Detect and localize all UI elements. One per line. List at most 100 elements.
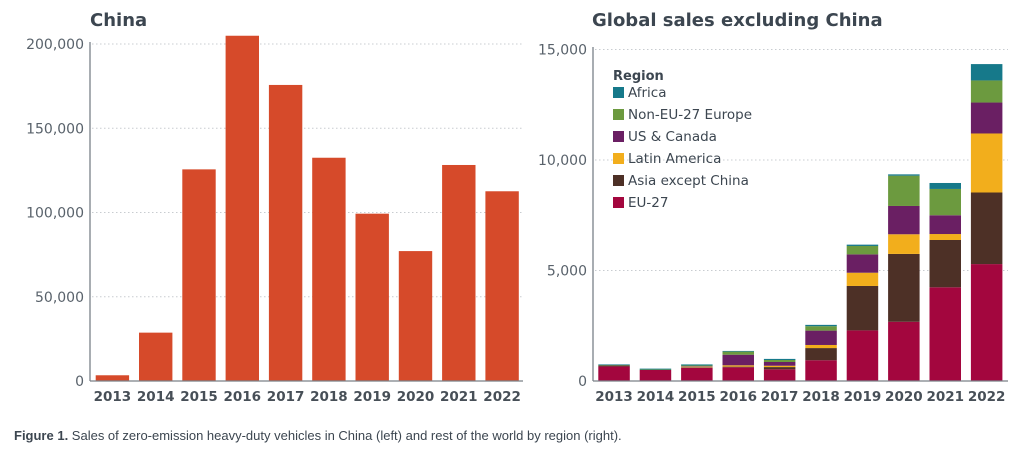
segment-eu-27-2016 bbox=[722, 367, 754, 381]
bar-2017 bbox=[268, 84, 303, 382]
segment-africa-2015 bbox=[681, 364, 713, 366]
china-x-axis-labels: 2013 2014 2015 2016 2017 2018 2019 2020 2021 2022 bbox=[94, 389, 521, 405]
global-chart: Global sales excluding China 0 5,000 10,00… bbox=[538, 10, 1008, 405]
caption-text: Sales of zero-emission heavy-duty vehicl… bbox=[68, 428, 622, 443]
segment-eu-27-2017 bbox=[763, 369, 796, 381]
stack-2014 bbox=[639, 368, 672, 381]
bar-2014 bbox=[139, 332, 173, 381]
segment-africa-2022 bbox=[970, 64, 1003, 81]
segment-latin-america-2015 bbox=[681, 366, 713, 368]
legend-label: EU-27 bbox=[628, 195, 668, 211]
bar-2020 bbox=[398, 251, 433, 381]
segment-latin-america-2020 bbox=[888, 234, 920, 254]
segment-eu-27-2014 bbox=[639, 369, 672, 381]
segment-eu-27-2018 bbox=[805, 360, 837, 381]
segment-latin-america-2021 bbox=[929, 234, 961, 241]
segment-us-canada-2018 bbox=[805, 330, 837, 345]
segment-asia-except-china-2016 bbox=[722, 366, 754, 368]
segment-us-canada-2019 bbox=[846, 254, 879, 273]
segment-us-canada-2020 bbox=[888, 205, 920, 235]
segment-africa-2021 bbox=[929, 182, 961, 189]
legend-item: US & Canada bbox=[613, 129, 717, 145]
y-tick-label: 10,000 bbox=[538, 153, 587, 169]
bar-2021 bbox=[442, 164, 476, 381]
legend-label: US & Canada bbox=[628, 129, 717, 145]
stack-2017 bbox=[763, 358, 796, 381]
segment-africa-2014 bbox=[639, 368, 672, 370]
x-tick-label: 2015 bbox=[180, 389, 218, 405]
global-stacked-bars bbox=[598, 64, 1003, 381]
stack-2018 bbox=[805, 324, 837, 381]
segment-us-canada-2016 bbox=[722, 354, 754, 366]
legend-label: Africa bbox=[628, 85, 667, 101]
y-tick-label: 200,000 bbox=[26, 37, 84, 53]
segment-us-canada-2022 bbox=[970, 102, 1003, 134]
x-tick-label: 2019 bbox=[844, 389, 882, 405]
china-y-axis-labels: 0 50,000 100,000 150,000 200,000 bbox=[26, 37, 84, 390]
segment-asia-except-china-2020 bbox=[888, 253, 920, 322]
y-tick-label: 0 bbox=[578, 374, 587, 390]
stack-2022 bbox=[970, 64, 1003, 381]
segment-non-eu-27-europe-2020 bbox=[888, 175, 920, 206]
segment-non-eu-27-europe-2021 bbox=[929, 188, 961, 216]
segment-non-eu-27-europe-2015 bbox=[681, 365, 713, 367]
bar-2019 bbox=[355, 213, 389, 381]
stack-2021 bbox=[929, 182, 961, 381]
segment-africa-2017 bbox=[763, 358, 796, 361]
bar-2018 bbox=[312, 157, 346, 381]
legend-swatch bbox=[613, 153, 624, 164]
x-tick-label: 2016 bbox=[719, 389, 757, 405]
bar-2015 bbox=[182, 169, 216, 381]
bar-2022 bbox=[485, 191, 519, 381]
segment-africa-2013 bbox=[598, 364, 630, 366]
legend-swatch bbox=[613, 175, 624, 186]
stack-2019 bbox=[846, 244, 879, 381]
segment-us-canada-2021 bbox=[929, 215, 961, 235]
bar-2013 bbox=[95, 375, 130, 381]
segment-latin-america-2019 bbox=[846, 272, 879, 286]
segment-non-eu-27-europe-2016 bbox=[722, 351, 754, 355]
x-tick-label: 2015 bbox=[678, 389, 716, 405]
segment-us-canada-2017 bbox=[763, 361, 796, 366]
stack-2020 bbox=[888, 174, 920, 381]
segment-africa-2016 bbox=[722, 350, 754, 352]
legend-title: Region bbox=[613, 69, 664, 84]
stack-2013 bbox=[598, 364, 630, 381]
y-tick-label: 0 bbox=[75, 374, 84, 390]
segment-non-eu-27-europe-2018 bbox=[805, 326, 837, 331]
x-tick-label: 2022 bbox=[483, 389, 521, 405]
segment-asia-except-china-2021 bbox=[929, 240, 961, 288]
legend-item: Non-EU-27 Europe bbox=[613, 107, 752, 123]
segment-latin-america-2016 bbox=[722, 365, 754, 367]
legend-label: Latin America bbox=[628, 151, 721, 167]
legend: Region Africa Non-EU-27 Europe US & Canada… bbox=[613, 69, 752, 211]
stack-2015 bbox=[681, 364, 713, 381]
x-tick-label: 2013 bbox=[94, 389, 132, 405]
y-tick-label: 50,000 bbox=[35, 290, 84, 306]
segment-non-eu-27-europe-2019 bbox=[846, 245, 879, 255]
segment-asia-except-china-2018 bbox=[805, 348, 837, 361]
legend-swatch bbox=[613, 131, 624, 142]
x-tick-label: 2017 bbox=[761, 389, 799, 405]
segment-eu-27-2019 bbox=[846, 330, 879, 381]
legend-swatch bbox=[613, 197, 624, 208]
legend-item: EU-27 bbox=[613, 195, 668, 211]
segment-africa-2019 bbox=[846, 244, 879, 246]
y-tick-label: 15,000 bbox=[538, 43, 587, 59]
global-chart-title: Global sales excluding China bbox=[592, 10, 883, 31]
x-tick-label: 2022 bbox=[968, 389, 1006, 405]
segment-asia-except-china-2022 bbox=[970, 192, 1003, 265]
segment-latin-america-2022 bbox=[970, 133, 1003, 193]
legend-label: Non-EU-27 Europe bbox=[628, 107, 752, 123]
segment-asia-except-china-2019 bbox=[846, 285, 879, 331]
segment-eu-27-2021 bbox=[929, 287, 961, 381]
segment-africa-2020 bbox=[888, 174, 920, 176]
x-tick-label: 2020 bbox=[885, 389, 923, 405]
global-x-axis-labels: 2013 2014 2015 2016 2017 2018 2019 2020 2021 2022 bbox=[595, 389, 1005, 405]
segment-eu-27-2015 bbox=[681, 367, 713, 381]
segment-asia-except-china-2013 bbox=[598, 365, 630, 367]
x-tick-label: 2017 bbox=[267, 389, 305, 405]
segment-asia-except-china-2017 bbox=[763, 367, 796, 370]
